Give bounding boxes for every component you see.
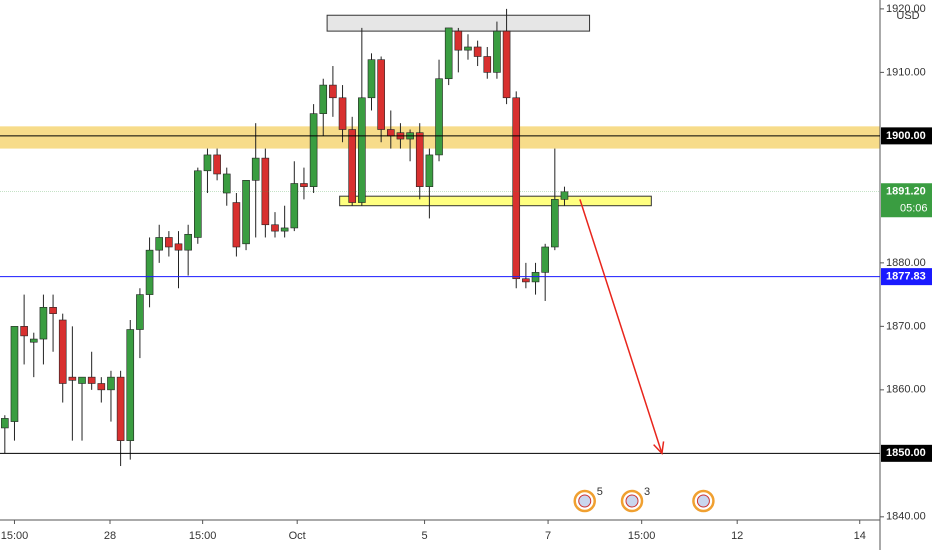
x-tick-label: 15:00	[628, 530, 656, 542]
candle-body	[367, 59, 376, 99]
candle-body	[87, 376, 96, 384]
candle-body	[184, 233, 192, 251]
y-tick-label: 1870.00	[886, 320, 926, 332]
candle-body	[20, 326, 28, 337]
candle-body	[358, 97, 366, 203]
price-tag-label: 1900.00	[886, 130, 926, 142]
event-flag	[578, 494, 592, 508]
candle-body	[502, 30, 511, 99]
candle-body	[348, 129, 356, 203]
y-tick-label: 1880.00	[886, 257, 926, 269]
y-tick-label: 1860.00	[886, 384, 926, 396]
candle-body	[271, 224, 279, 232]
y-tick-label: 1920.00	[886, 3, 926, 15]
arrow-head	[653, 441, 665, 455]
zone	[339, 195, 652, 207]
arrow-line	[579, 199, 663, 454]
candle-body	[1, 418, 9, 429]
y-tick-label: 1840.00	[886, 511, 926, 523]
candle-body	[107, 376, 115, 391]
candle-body	[155, 237, 164, 251]
candle-body	[251, 157, 260, 181]
event-count: 3	[644, 486, 650, 498]
candle-body	[329, 84, 337, 99]
candle-body	[493, 30, 501, 73]
candle-body	[203, 154, 212, 172]
candle-body	[290, 183, 299, 229]
candle-body	[444, 27, 453, 80]
x-tick-label: 15:00	[189, 530, 217, 542]
candle-body	[194, 170, 202, 238]
candle-body	[300, 183, 308, 187]
candle-body	[338, 97, 347, 130]
candle-body	[473, 46, 482, 57]
x-tick-label: Oct	[289, 530, 306, 542]
price-tag-label: 1850.00	[886, 447, 926, 459]
price-tag	[881, 444, 932, 462]
candle-body	[49, 307, 57, 314]
candle-body	[58, 319, 67, 384]
candle-body	[136, 294, 144, 330]
x-tick-label: 14	[854, 530, 866, 542]
candle-body	[464, 46, 472, 51]
candle-body	[522, 278, 530, 283]
candle-body	[435, 78, 443, 156]
price-tag-label: 1891.20	[886, 186, 926, 198]
candle-body	[309, 113, 318, 187]
price-tag	[881, 183, 932, 218]
candle-body	[425, 154, 434, 187]
candle-body	[116, 376, 125, 441]
currency-box	[893, 4, 923, 26]
candle-body	[174, 243, 183, 251]
candle-body	[78, 376, 86, 384]
candle-body	[68, 376, 77, 381]
price-tag	[881, 127, 932, 145]
x-tick-label: 12	[731, 530, 743, 542]
event-flag	[625, 494, 639, 508]
candle-body	[213, 154, 221, 175]
event-flag	[696, 494, 710, 508]
x-tick-label: 15:00	[1, 530, 29, 542]
candle-body	[541, 246, 549, 273]
x-tick-label: 28	[104, 530, 116, 542]
currency: USD	[896, 10, 919, 22]
candle-body	[551, 199, 559, 248]
candle-body	[222, 173, 231, 194]
candle-body	[377, 59, 385, 130]
candle-body	[319, 84, 328, 114]
candle-body	[10, 326, 19, 422]
candle-body	[560, 191, 569, 200]
candle-body	[512, 97, 521, 280]
price-tag-label: 1877.83	[886, 271, 926, 283]
candle-body	[145, 249, 154, 295]
event-count: 5	[597, 486, 603, 498]
candle-body	[415, 132, 424, 187]
candle-body	[454, 30, 463, 51]
x-tick-label: 5	[421, 530, 427, 542]
candle-body	[39, 307, 48, 340]
candle-body	[280, 227, 289, 232]
candle-body	[386, 129, 395, 137]
candle-body	[29, 338, 38, 343]
candle-body	[97, 383, 106, 391]
candle-body	[232, 202, 241, 248]
y-tick-label: 1910.00	[886, 66, 926, 78]
candle-body	[531, 272, 540, 283]
candle-body	[483, 56, 492, 73]
candle-body	[165, 237, 173, 248]
candle-body	[126, 329, 135, 441]
candle-body	[242, 180, 250, 245]
candle-body	[261, 157, 270, 226]
x-tick-label: 7	[545, 530, 551, 542]
price-tag	[881, 268, 932, 286]
countdown: 05:06	[900, 203, 928, 215]
